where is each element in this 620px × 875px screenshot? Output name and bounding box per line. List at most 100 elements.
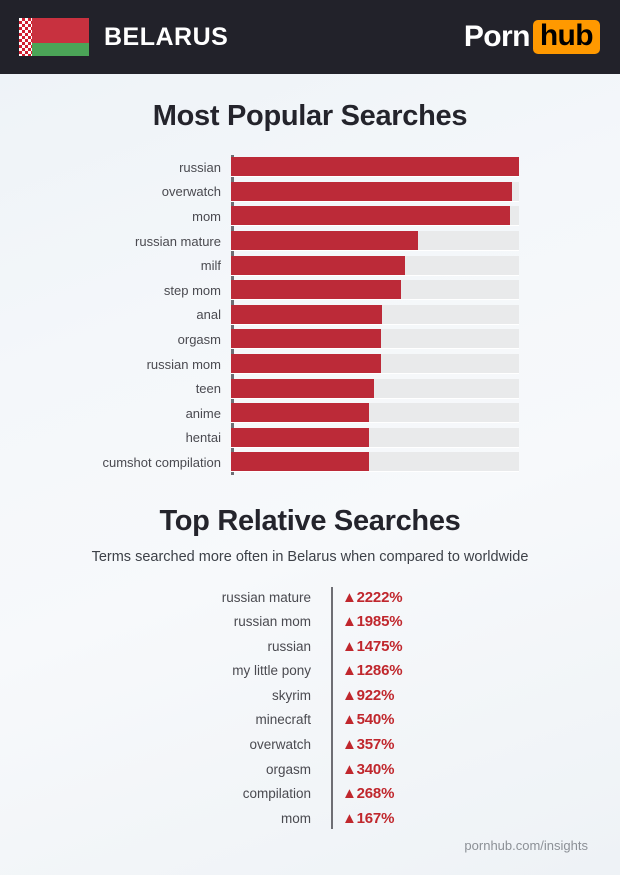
flag-bands [32,18,89,56]
relative-value: ▲167% [342,809,395,827]
bar-track [231,255,519,276]
relative-row: russian ▲1475% [0,634,620,659]
relative-searches-title: Top Relative Searches [159,504,461,537]
bar-label: mom [192,208,221,224]
bar-fill [231,255,406,275]
country-name: BELARUS [104,22,229,51]
relative-term: mom [281,810,311,826]
bar-track [231,231,519,252]
bar-label: russian [179,159,221,175]
relative-row: russian mature ▲2222% [0,585,620,610]
relative-term: overwatch [249,737,311,753]
pornhub-logo[interactable]: Porn hub [464,20,600,54]
relative-row: mom ▲167% [0,806,620,831]
relative-value: ▲340% [342,760,395,778]
logo-text-hub: hub [532,20,600,54]
bar-track [231,427,519,448]
bar-track [231,304,519,325]
relative-term: minecraft [255,712,311,728]
flag-red-band [32,18,89,44]
bar-label: cumshot compilation [102,454,222,470]
bar-fill [231,280,401,300]
relative-term: russian mature [221,589,311,605]
relative-row: my little pony ▲1286% [0,659,620,684]
logo-text-porn: Porn [463,20,531,53]
relative-term: orgasm [265,761,311,777]
bar-label: step mom [163,282,221,298]
bar-label: hentai [185,430,221,446]
footer-url[interactable]: pornhub.com/insights [464,838,588,853]
bar-row: cumshot compilation [0,450,620,475]
flag-ornament-stripe [19,18,32,56]
bar-fill [231,427,370,447]
flag-green-band [32,43,89,56]
bar-track [231,403,519,424]
relative-row: orgasm ▲340% [0,757,620,782]
page-header: BELARUS Porn hub [0,0,620,74]
bar-row: russian [0,155,620,180]
bar-fill [231,181,512,201]
bar-fill [231,304,383,324]
bar-track [231,329,519,350]
bar-track [231,280,519,301]
bar-row: russian mom [0,352,620,377]
bar-row: anime [0,401,620,426]
relative-list-divider [331,586,333,829]
bar-track [231,181,519,202]
relative-row: overwatch ▲357% [0,732,620,757]
bar-track [231,378,519,399]
bar-row: orgasm [0,327,620,352]
bar-fill [231,403,370,423]
bar-track [231,206,519,227]
bar-label: teen [195,381,221,397]
relative-row: compilation ▲268% [0,781,620,806]
relative-value: ▲357% [342,736,395,754]
bar-label: anime [185,405,221,421]
country-brand: BELARUS [18,17,228,57]
popular-searches-title: Most Popular Searches [152,100,468,132]
relative-row: minecraft ▲540% [0,708,620,733]
relative-term: russian mom [233,614,311,630]
bar-track [231,354,519,375]
relative-term: compilation [242,786,311,802]
relative-searches-subtitle: Terms searched more often in Belarus whe… [91,548,529,565]
bar-fill [231,452,370,472]
bar-track [231,157,519,178]
bar-label: milf [200,258,221,274]
bar-row: russian mature [0,229,620,254]
bar-track [231,452,519,473]
relative-row: skyrim ▲922% [0,683,620,708]
bar-row: anal [0,303,620,328]
popular-searches-chart: russian overwatch mom russian mature milf ste… [0,155,620,475]
bar-row: mom [0,204,620,229]
bar-row: step mom [0,278,620,303]
relative-value: ▲268% [342,785,395,803]
bar-label: anal [196,307,221,323]
bar-row: teen [0,376,620,401]
bar-fill [231,157,519,177]
bar-fill [231,206,511,226]
bar-label: russian mature [135,233,221,249]
relative-value: ▲1286% [342,662,403,680]
bar-fill [231,354,381,374]
bar-label: russian mom [146,356,221,372]
bar-label: orgasm [177,331,221,347]
relative-value: ▲1985% [342,613,403,631]
relative-value: ▲1475% [342,637,403,655]
bar-fill [231,231,419,251]
relative-term: my little pony [232,663,311,679]
bar-row: hentai [0,426,620,451]
relative-searches-list: russian mature ▲2222% russian mom ▲1985% rus… [0,585,620,831]
relative-value: ▲540% [342,711,395,729]
belarus-flag-icon [18,17,90,57]
bar-label: overwatch [161,184,221,200]
relative-value: ▲2222% [342,588,403,606]
relative-term: skyrim [272,687,311,703]
bar-row: overwatch [0,180,620,205]
relative-term: russian [267,638,311,654]
bar-row: milf [0,253,620,278]
bar-fill [231,378,374,398]
relative-row: russian mom ▲1985% [0,609,620,634]
bar-fill [231,329,381,349]
relative-value: ▲922% [342,686,395,704]
